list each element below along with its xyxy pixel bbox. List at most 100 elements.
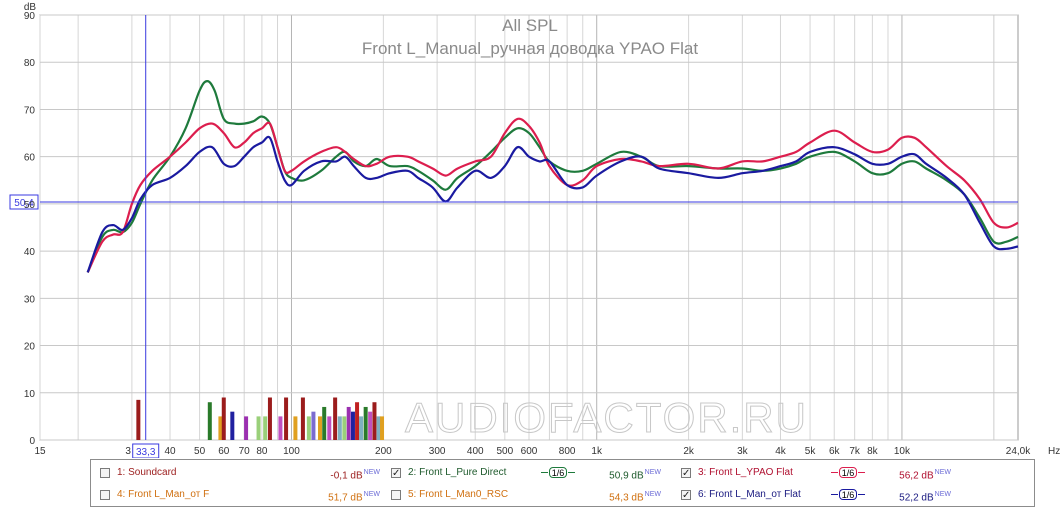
cursor-y-box [9,194,39,210]
watermark-text: AUDIOFACTOR.RU [405,394,808,441]
legend-checkbox-6[interactable] [681,485,691,507]
legend-value-1: -0,1 dBNEW [330,469,380,482]
x-tick-label: 50 [194,446,206,457]
legend-value-5: 54,3 dBNEW [609,491,661,504]
chart-subtitle: Front L_Manual_ручная доводка YPAO Flat [362,39,698,58]
marker-bar [267,397,272,440]
legend-item-2[interactable]: 2: Front L_Pure Direct 1/6 50,9 dBNEW [391,462,671,485]
smoothing-badge-6[interactable]: 1/6 [831,489,865,500]
legend-row-1: 1: Soundcard -0,1 dBNEW 2: Front L_Pure … [91,462,1034,485]
marker-bar [372,402,377,440]
x-tick-label: 24,0k [1006,446,1031,457]
chart-grid [39,14,1019,441]
x-tick-label: 60 [218,446,230,457]
legend-label-6: 6: Front L_Man_от Flat [698,489,801,500]
legend-checkbox-5[interactable] [391,490,401,500]
x-tick-label: 100 [283,446,300,457]
x-tick-label: 600 [521,446,538,457]
legend-label-4: 4: Front L_Man_от F [117,489,210,500]
marker-bar [322,406,327,440]
legend-item-3[interactable]: 3: Front L_YPAO Flat 1/6 56,2 dBNEW [681,462,971,485]
spl-chart: AUDIOFACTOR.RU 50,4 33,3 0 10 20 30 40 50 60 70 8… [9,2,1060,458]
legend-label-3: 3: Front L_YPAO Flat [698,467,793,478]
marker-bar [136,399,141,440]
x-tick-label: 7k [849,446,861,457]
series-line-2 [86,117,1019,273]
marker-bar [306,416,311,440]
legend-value-6: 52,2 dBNEW [899,491,951,504]
legend-item-5[interactable]: 5: Front L_Man0_RSC 54,3 dBNEW [391,484,671,506]
legend-checkbox-3[interactable] [681,463,691,485]
y-tick-label: 90 [24,11,36,22]
y-tick-label: 70 [24,105,36,116]
legend-value-3: 56,2 dBNEW [899,469,951,482]
marker-bar [221,397,226,440]
marker-bar [327,416,332,440]
smoothing-badge-2[interactable]: 1/6 [541,467,575,478]
x-tick-label: 15 [34,446,46,457]
marker-bar [256,416,261,440]
marker-bar [218,416,223,440]
cursor-y-label: 50,4 [14,198,34,209]
x-tick-label: 5k [805,446,817,457]
marker-bar [376,416,381,440]
y-tick-label: 10 [24,389,36,400]
marker-bar [350,411,355,440]
legend-label-2: 2: Front L_Pure Direct [408,467,507,478]
marker-bar [300,397,305,440]
chart-title: All SPL [502,16,558,35]
x-tick-label: 3k [737,446,749,457]
series-line-1 [86,80,1019,273]
y-tick-label: 30 [24,294,36,305]
legend-item-4[interactable]: 4: Front L_Man_от F 51,7 dBNEW [100,484,390,506]
legend-checkbox-1[interactable] [100,468,110,478]
x-tick-label: 70 [239,446,251,457]
x-tick-label: 80 [256,446,268,457]
y-tick-label: 60 [24,153,36,164]
legend-item-1[interactable]: 1: Soundcard -0,1 dBNEW [100,462,390,484]
legend-checkbox-4[interactable] [100,490,110,500]
marker-bar [380,416,385,440]
marker-bar [284,397,289,440]
x-tick-label: 200 [375,446,392,457]
spl-marker-bars [136,397,385,440]
cursor-x-label: 33,3 [136,447,156,458]
marker-bar [337,416,342,440]
x-axis-unit: Hz [1048,446,1060,457]
marker-bar [342,416,347,440]
x-tick-label: 40 [164,446,176,457]
marker-bar [317,416,322,440]
legend-checkbox-2[interactable] [391,463,401,485]
marker-bar [293,416,298,440]
x-tick-label: 2k [683,446,695,457]
marker-bar [368,411,373,440]
x-tick-label: 400 [467,446,484,457]
marker-bar [207,402,212,440]
y-tick-label: 40 [24,247,36,258]
legend-panel: 1: Soundcard -0,1 dBNEW 2: Front L_Pure … [90,459,1035,507]
x-tick-label: 300 [429,446,446,457]
marker-bar [355,402,360,440]
marker-bar [311,411,316,440]
marker-bar [263,416,268,440]
legend-label-1: 1: Soundcard [117,467,177,478]
y-tick-label: 20 [24,342,36,353]
marker-bar [244,416,249,440]
y-tick-label: 50 [24,200,36,211]
spl-series [86,80,1019,273]
marker-bar [346,406,351,440]
smoothing-badge-3[interactable]: 1/6 [831,467,865,478]
legend-value-4: 51,7 dBNEW [328,491,380,504]
legend-label-5: 5: Front L_Man0_RSC [408,489,509,500]
legend-value-2: 50,9 dBNEW [609,469,661,482]
legend-item-6[interactable]: 6: Front L_Man_от Flat 1/6 52,2 dBNEW [681,484,971,507]
y-tick-label: 0 [29,436,35,447]
x-tick-label: 8k [867,446,879,457]
marker-bar [278,416,283,440]
cursor-lines: 50,4 33,3 [9,15,1018,458]
x-tick-label: 10k [894,446,911,457]
marker-bar [359,416,364,440]
x-tick-label: 800 [559,446,576,457]
x-tick-label: 4k [775,446,787,457]
marker-bar [363,406,368,440]
